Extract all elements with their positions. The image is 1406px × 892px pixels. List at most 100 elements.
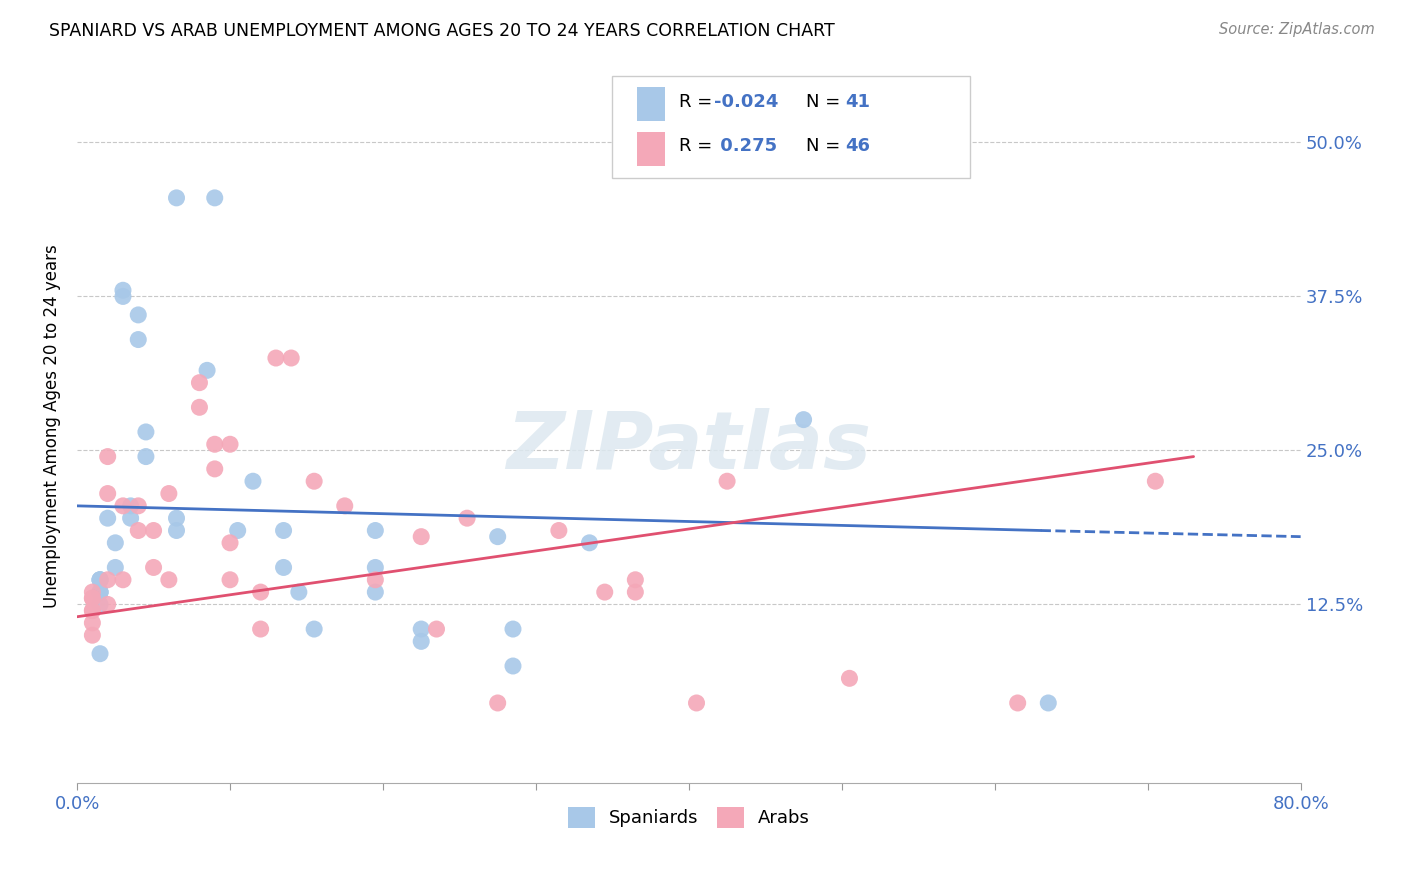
Point [1007,696,1029,710]
Point [364,560,387,574]
Point [111,499,134,513]
Text: ZIPatlas: ZIPatlas [506,409,872,486]
Point [364,585,387,599]
Text: 0.275: 0.275 [714,137,778,155]
Point [89,585,111,599]
Point [411,622,433,636]
Point [97,486,120,500]
Point [82,591,104,606]
Point [82,591,104,606]
Point [166,191,188,205]
Point [82,615,104,630]
Point [333,499,356,513]
Point [219,437,242,451]
Point [120,511,142,525]
Point [249,585,271,599]
Point [195,363,218,377]
Point [685,696,707,710]
Point [364,573,387,587]
Point [486,696,509,710]
Point [502,622,524,636]
Point [624,573,647,587]
Point [127,308,149,322]
Point [264,351,287,365]
Point [578,536,600,550]
Point [82,604,104,618]
Point [188,376,211,390]
Point [135,425,157,439]
Point [89,585,111,599]
Point [302,622,325,636]
Point [411,634,433,648]
Point [97,598,120,612]
Point [89,573,111,587]
Text: N =: N = [806,93,845,111]
Point [166,511,188,525]
Point [624,585,647,599]
Point [104,536,127,550]
Point [593,585,616,599]
Point [219,573,242,587]
Text: N =: N = [806,137,845,155]
Point [1038,696,1060,710]
Point [456,511,478,525]
Point [120,499,142,513]
Text: SPANIARD VS ARAB UNEMPLOYMENT AMONG AGES 20 TO 24 YEARS CORRELATION CHART: SPANIARD VS ARAB UNEMPLOYMENT AMONG AGES… [49,22,835,40]
Point [288,585,311,599]
Point [111,289,134,303]
Point [89,647,111,661]
Point [502,659,524,673]
Point [716,474,738,488]
Text: -0.024: -0.024 [714,93,779,111]
Point [273,524,295,538]
Point [157,486,180,500]
Point [411,530,433,544]
Text: R =: R = [679,93,718,111]
Point [82,628,104,642]
Point [89,573,111,587]
Point [280,351,302,365]
Point [89,585,111,599]
Point [157,573,180,587]
Point [204,437,226,451]
Point [547,524,569,538]
Point [1144,474,1167,488]
Point [242,474,264,488]
Point [249,622,271,636]
Point [82,604,104,618]
Point [204,191,226,205]
Point [89,573,111,587]
Point [838,671,860,685]
Point [97,450,120,464]
Y-axis label: Unemployment Among Ages 20 to 24 years: Unemployment Among Ages 20 to 24 years [44,244,60,607]
Point [793,412,815,426]
Point [226,524,249,538]
Point [97,573,120,587]
Point [219,536,242,550]
Point [127,524,149,538]
Point [425,622,447,636]
Text: R =: R = [679,137,718,155]
Point [135,450,157,464]
Point [142,560,165,574]
Point [89,598,111,612]
Text: 46: 46 [845,137,870,155]
Point [486,530,509,544]
Point [127,499,149,513]
Point [142,524,165,538]
Point [111,283,134,297]
Point [166,524,188,538]
Point [111,573,134,587]
Point [188,401,211,415]
Point [104,560,127,574]
Point [302,474,325,488]
Legend: Spaniards, Arabs: Spaniards, Arabs [561,799,817,835]
Point [364,524,387,538]
Point [82,585,104,599]
Point [97,511,120,525]
Text: 41: 41 [845,93,870,111]
Point [127,333,149,347]
Point [204,462,226,476]
Text: Source: ZipAtlas.com: Source: ZipAtlas.com [1219,22,1375,37]
Point [273,560,295,574]
